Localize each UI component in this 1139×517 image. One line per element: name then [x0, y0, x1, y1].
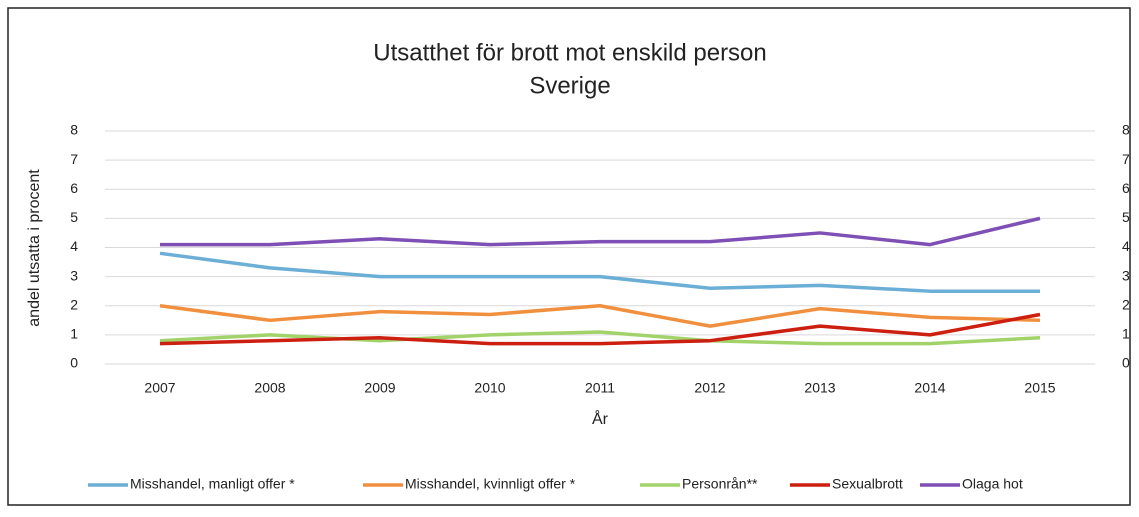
chart-title: Utsatthet för brott mot enskild person	[373, 39, 767, 66]
x-tick-label: 2011	[585, 380, 615, 396]
series-line	[160, 216, 1041, 247]
x-tick-label: 2012	[694, 380, 725, 396]
y2-tick-label: 0	[1122, 355, 1130, 371]
x-tick-label: 2009	[364, 380, 395, 396]
legend-label: Misshandel, kvinnligt offer *	[405, 476, 576, 492]
y2-tick-label: 7	[1122, 151, 1130, 167]
y2-tick-label: 8	[1122, 122, 1130, 138]
legend-label: Sexualbrott	[832, 476, 903, 492]
y-tick-label: 7	[70, 151, 78, 167]
chart-subtitle: Sverige	[529, 72, 610, 99]
legend-label: Olaga hot	[962, 476, 1023, 492]
y-tick-label: 2	[70, 296, 78, 312]
x-tick-label: 2007	[144, 380, 175, 396]
y-axis-label: andel utsatta i procent	[26, 169, 43, 327]
y2-tick-label: 6	[1122, 180, 1130, 196]
y-tick-label: 4	[70, 238, 78, 254]
y-tick-label: 8	[70, 122, 78, 138]
y2-tick-label: 4	[1122, 238, 1130, 254]
x-tick-label: 2008	[254, 380, 285, 396]
y-tick-label: 3	[70, 267, 78, 283]
y-tick-label: 1	[70, 326, 78, 342]
legend-label: Personrån**	[682, 476, 758, 492]
x-axis-label: År	[592, 409, 609, 428]
x-tick-label: 2015	[1024, 380, 1055, 396]
series-line	[159, 312, 1041, 346]
y2-tick-label: 2	[1122, 296, 1130, 312]
y-tick-label: 0	[70, 355, 78, 371]
y2-tick-label: 5	[1122, 209, 1130, 225]
x-tick-label: 2014	[914, 380, 945, 396]
legend-label: Misshandel, manligt offer *	[130, 476, 295, 492]
series-line	[159, 330, 1041, 346]
x-tick-label: 2013	[804, 380, 835, 396]
y2-tick-label: 3	[1122, 267, 1130, 283]
series-line	[159, 304, 1041, 328]
series-line	[159, 251, 1040, 293]
y-tick-label: 5	[70, 209, 78, 225]
y-tick-label: 6	[70, 180, 78, 196]
y2-tick-label: 1	[1122, 326, 1130, 342]
x-tick-label: 2010	[474, 380, 505, 396]
